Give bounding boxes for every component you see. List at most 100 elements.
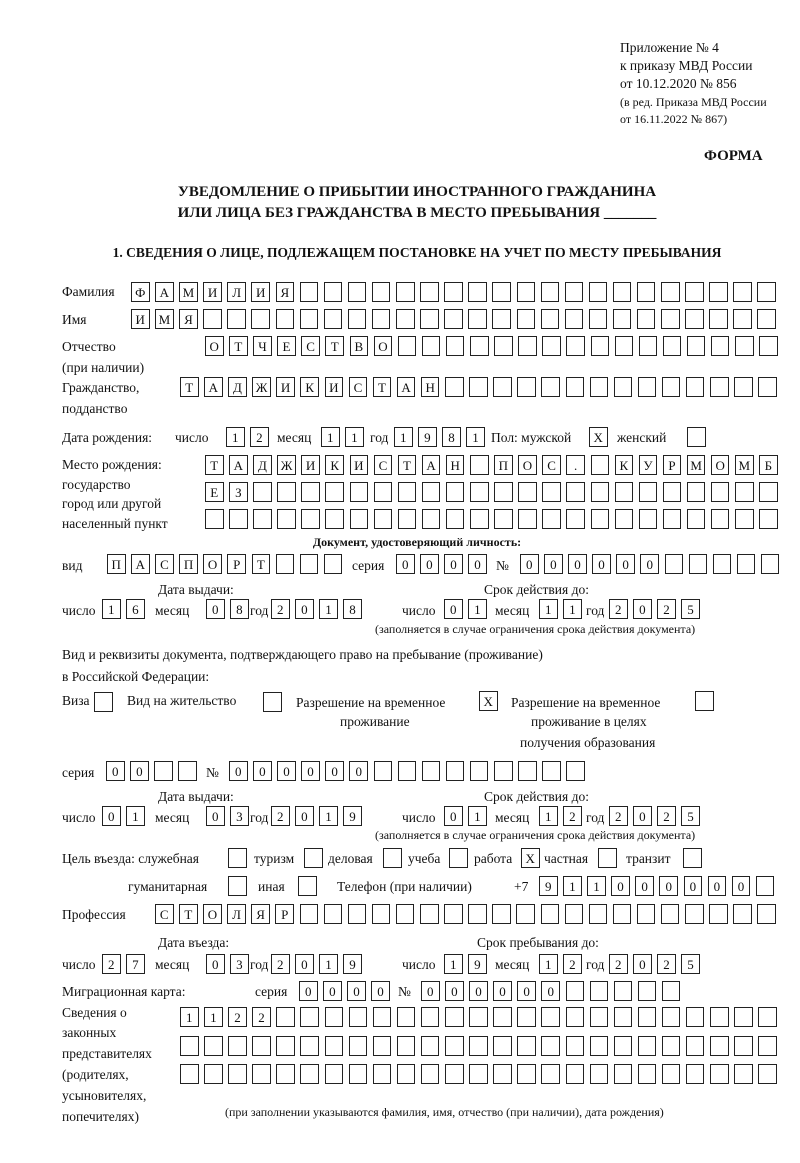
char-cell[interactable]: 0 [206,599,225,619]
char-cell[interactable] [445,761,465,781]
char-cell[interactable]: 5 [681,954,700,974]
char-cell[interactable] [661,1036,681,1056]
char-cell[interactable] [445,377,464,397]
char-cell[interactable] [589,1036,609,1056]
char-cell[interactable] [542,336,561,356]
char-cell[interactable]: О [203,904,222,924]
char-cell[interactable]: 7 [126,954,145,974]
char-cell[interactable] [205,509,224,529]
char-cell[interactable] [710,509,730,529]
purpose-service-checkbox[interactable] [228,848,247,868]
char-cell[interactable]: 0 [295,806,314,826]
char-cell[interactable]: М [179,282,198,302]
purpose-private-checkbox[interactable] [598,848,617,868]
char-cell[interactable] [637,1007,657,1027]
char-cell[interactable]: 2 [102,954,121,974]
char-cell[interactable]: П [494,455,513,475]
char-cell[interactable]: 9 [343,954,362,974]
char-cell[interactable] [540,309,560,329]
char-cell[interactable] [613,1007,633,1027]
residence-checkbox[interactable] [263,692,282,712]
char-cell[interactable] [395,904,415,924]
char-cell[interactable] [661,1007,681,1027]
char-cell[interactable] [469,377,488,397]
char-cell[interactable]: Е [277,336,296,356]
char-cell[interactable]: 2 [657,954,676,974]
char-cell[interactable] [516,309,535,329]
char-cell[interactable]: Н [445,455,465,475]
char-cell[interactable]: 0 [616,554,635,574]
char-cell[interactable]: 0 [568,554,587,574]
char-cell[interactable]: М [735,455,754,475]
char-cell[interactable] [588,904,608,924]
char-cell[interactable] [348,1036,368,1056]
char-cell[interactable] [733,309,752,329]
char-cell[interactable] [444,904,463,924]
char-cell[interactable] [687,427,706,447]
char-cell[interactable]: 1 [226,427,245,447]
char-cell[interactable]: С [155,554,174,574]
char-cell[interactable]: С [301,336,320,356]
char-cell[interactable] [397,482,417,502]
char-cell[interactable] [662,509,682,529]
male-checkbox[interactable]: X [589,427,608,447]
char-cell[interactable] [685,282,704,302]
char-cell[interactable] [421,482,441,502]
char-cell[interactable] [758,1064,777,1084]
char-cell[interactable] [598,848,617,868]
char-cell[interactable] [636,904,656,924]
char-cell[interactable] [734,1064,753,1084]
char-cell[interactable] [468,904,487,924]
char-cell[interactable]: О [205,336,224,356]
char-cell[interactable] [734,1007,753,1027]
char-cell[interactable]: Т [251,554,271,574]
char-cell[interactable]: 2 [271,806,290,826]
char-cell[interactable] [347,282,367,302]
char-cell[interactable]: 1 [319,806,338,826]
char-cell[interactable] [301,509,320,529]
char-cell[interactable] [469,761,489,781]
char-cell[interactable]: 6 [126,599,145,619]
char-cell[interactable] [397,509,417,529]
char-cell[interactable]: Н [420,377,440,397]
char-cell[interactable] [661,309,680,329]
char-cell[interactable]: 8 [343,599,362,619]
char-cell[interactable]: 1 [587,876,606,896]
char-cell[interactable] [636,309,656,329]
char-cell[interactable]: 0 [349,761,368,781]
char-cell[interactable] [614,336,634,356]
char-cell[interactable]: 2 [657,599,676,619]
char-cell[interactable]: 1 [539,599,558,619]
char-cell[interactable] [614,482,634,502]
char-cell[interactable] [637,1036,657,1056]
char-cell[interactable]: Ж [277,455,296,475]
char-cell[interactable] [516,282,535,302]
char-cell[interactable] [565,981,585,1001]
char-cell[interactable]: П [107,554,126,574]
char-cell[interactable]: 0 [520,554,539,574]
char-cell[interactable]: О [203,554,222,574]
char-cell[interactable]: О [518,455,537,475]
char-cell[interactable] [300,1007,319,1027]
char-cell[interactable]: 0 [130,761,149,781]
char-cell[interactable] [735,482,754,502]
char-cell[interactable] [323,309,343,329]
char-cell[interactable] [565,1007,584,1027]
char-cell[interactable] [759,482,778,502]
char-cell[interactable] [253,482,272,502]
char-cell[interactable]: Д [253,455,272,475]
char-cell[interactable]: 1 [204,1007,223,1027]
char-cell[interactable] [566,761,585,781]
